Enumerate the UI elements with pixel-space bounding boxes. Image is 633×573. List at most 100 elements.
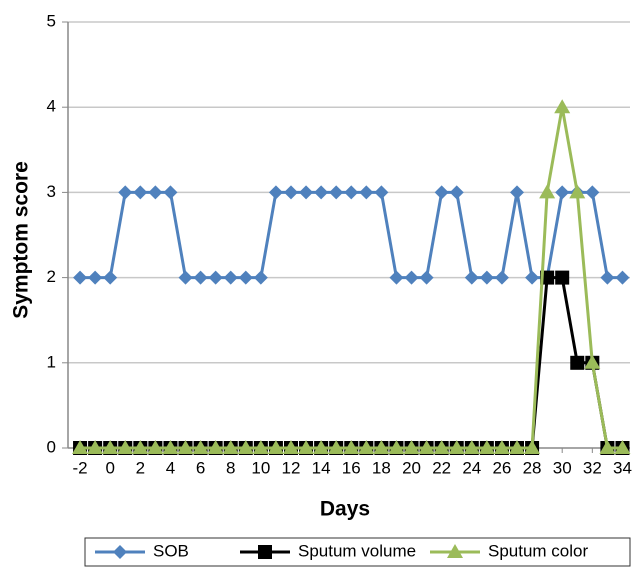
x-tick-label: 30 (553, 458, 572, 477)
point (343, 440, 360, 454)
point (584, 354, 601, 369)
point (102, 440, 119, 454)
point (328, 440, 345, 454)
x-tick-label: 26 (492, 458, 511, 477)
point (554, 99, 571, 114)
x-tick-label: -2 (72, 458, 87, 477)
point (373, 440, 390, 454)
point (403, 440, 420, 454)
point (132, 440, 149, 454)
legend-label: SOB (153, 541, 189, 560)
point (508, 440, 525, 454)
y-tick-label: 0 (47, 437, 56, 456)
point (555, 185, 570, 200)
point (600, 270, 615, 285)
x-tick-label: 28 (523, 458, 542, 477)
y-tick-label: 1 (47, 352, 56, 371)
point (178, 270, 193, 285)
point (282, 440, 299, 454)
x-tick-label: 10 (251, 458, 270, 477)
point (207, 440, 224, 454)
legend-box (84, 537, 631, 567)
point (222, 440, 239, 454)
x-tick-label: 0 (105, 458, 114, 477)
legend-label: Sputum color (488, 541, 588, 560)
y-tick-label: 3 (47, 182, 56, 201)
point (133, 185, 148, 200)
point (118, 185, 133, 200)
point (374, 185, 389, 200)
legend-marker (113, 545, 127, 559)
series-line (80, 190, 623, 280)
x-tick-label: 34 (613, 458, 632, 477)
point (358, 440, 375, 454)
point (463, 440, 480, 454)
point (494, 270, 509, 285)
point (299, 185, 314, 200)
point (478, 440, 495, 454)
point (388, 440, 405, 454)
x-tick-label: 8 (226, 458, 235, 477)
point (267, 440, 284, 454)
point (555, 270, 570, 285)
point (585, 185, 600, 200)
point (283, 185, 298, 200)
point (148, 185, 163, 200)
point (162, 440, 179, 454)
point (359, 185, 374, 200)
point (103, 270, 118, 285)
point (344, 185, 359, 200)
point (298, 440, 315, 454)
point (163, 185, 178, 200)
x-tick-label: 6 (196, 458, 205, 477)
legend-marker (258, 545, 272, 559)
point (192, 440, 209, 454)
x-tick-label: 32 (583, 458, 602, 477)
point (268, 185, 283, 200)
point (525, 270, 540, 285)
x-tick-label: 12 (282, 458, 301, 477)
point (449, 185, 464, 200)
point (147, 440, 164, 454)
point (88, 270, 103, 285)
y-tick-label: 5 (47, 11, 56, 30)
point (448, 440, 465, 454)
point (73, 270, 88, 285)
x-tick-label: 20 (402, 458, 421, 477)
point (404, 270, 419, 285)
legend-label: Sputum volume (298, 541, 416, 560)
x-axis-title: Days (320, 498, 370, 521)
point (238, 270, 253, 285)
y-tick-label: 2 (47, 267, 56, 286)
point (87, 440, 104, 454)
point (117, 440, 134, 454)
point (509, 185, 524, 200)
point (193, 270, 208, 285)
point (493, 440, 510, 454)
y-tick-label: 4 (47, 97, 56, 116)
point (418, 440, 435, 454)
point (434, 185, 449, 200)
point (208, 270, 223, 285)
x-tick-label: 16 (342, 458, 361, 477)
x-tick-label: 4 (166, 458, 175, 477)
point (329, 185, 344, 200)
point (72, 440, 89, 454)
point (539, 184, 556, 199)
point (389, 270, 404, 285)
point (177, 440, 194, 454)
y-axis-title: Symptom score (10, 161, 33, 319)
x-tick-label: 2 (136, 458, 145, 477)
x-tick-label: 24 (462, 458, 481, 477)
point (524, 440, 541, 454)
point (479, 270, 494, 285)
legend-marker (447, 544, 463, 558)
point (223, 270, 238, 285)
point (599, 440, 616, 454)
point (433, 440, 450, 454)
point (252, 440, 269, 454)
point (237, 440, 254, 454)
x-tick-label: 18 (372, 458, 391, 477)
x-tick-label: 14 (312, 458, 331, 477)
